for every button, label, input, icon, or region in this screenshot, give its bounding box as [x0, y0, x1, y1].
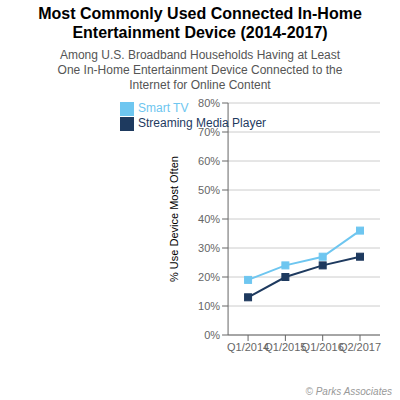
svg-text:Q1/2014: Q1/2014 [227, 341, 269, 353]
svg-text:% Use Device Most Often: % Use Device Most Often [168, 156, 180, 282]
svg-text:Q1/2016: Q1/2016 [302, 341, 344, 353]
svg-text:0%: 0% [204, 329, 220, 341]
svg-text:70%: 70% [198, 126, 220, 138]
svg-text:30%: 30% [198, 242, 220, 254]
svg-text:40%: 40% [198, 213, 220, 225]
svg-text:Q2/2017: Q2/2017 [339, 341, 381, 353]
svg-text:50%: 50% [198, 184, 220, 196]
svg-text:60%: 60% [198, 155, 220, 167]
svg-text:Q1/2015: Q1/2015 [264, 341, 306, 353]
svg-text:10%: 10% [198, 300, 220, 312]
svg-text:80%: 80% [198, 97, 220, 109]
svg-text:20%: 20% [198, 271, 220, 283]
